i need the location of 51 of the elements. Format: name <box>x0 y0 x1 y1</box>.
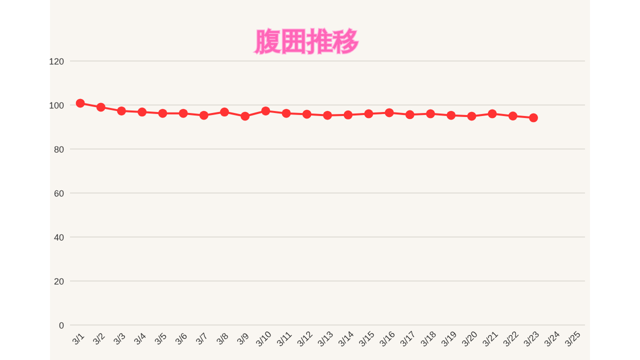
x-tick-label: 3/2 <box>90 330 107 347</box>
point <box>178 108 188 118</box>
x-tick-label: 3/5 <box>152 330 169 347</box>
point <box>384 108 394 118</box>
x-tick-label: 3/6 <box>173 330 190 347</box>
point <box>138 108 147 117</box>
x-tick-label: 3/21 <box>480 329 500 349</box>
x-tick-label: 3/13 <box>316 329 336 349</box>
x-tick-label: 3/20 <box>460 329 480 349</box>
point <box>96 102 106 112</box>
x-tick-label: 3/9 <box>235 330 251 347</box>
point <box>344 110 353 120</box>
y-tick-label: 100 <box>48 100 64 110</box>
point <box>364 109 374 118</box>
point <box>323 110 332 120</box>
point <box>282 108 291 118</box>
x-tick-label: 3/7 <box>194 330 210 347</box>
x-tick-label: 3/23 <box>522 329 542 349</box>
x-tick-label: 3/16 <box>377 329 397 349</box>
y-tick-label: 60 <box>54 188 64 198</box>
point <box>488 109 497 118</box>
point <box>302 110 312 119</box>
point <box>76 98 85 108</box>
point <box>158 108 168 118</box>
x-tick-label: 3/4 <box>132 330 148 347</box>
chart-title: 腹囲推移 <box>254 26 359 56</box>
point <box>426 109 435 118</box>
y-tick-label: 80 <box>54 144 64 154</box>
point <box>261 106 270 116</box>
x-tick-label: 3/8 <box>214 330 230 347</box>
x-tick-label: 3/11 <box>274 329 294 348</box>
point <box>446 110 456 120</box>
x-tick-label: 3/22 <box>501 329 521 349</box>
point <box>467 112 476 121</box>
x-tick-label: 3/18 <box>418 329 438 349</box>
point <box>240 112 250 121</box>
x-tick-label: 3/12 <box>295 329 315 349</box>
y-tick-label: 120 <box>48 56 64 66</box>
x-tick-label: 3/1 <box>70 330 86 347</box>
point <box>529 113 538 122</box>
point <box>508 112 518 120</box>
x-tick-label: 3/3 <box>111 330 128 347</box>
point <box>405 110 414 120</box>
point <box>220 108 229 117</box>
y-tick-label: 0 <box>58 320 64 330</box>
x-tick-label: 3/19 <box>439 329 459 349</box>
point <box>117 106 126 116</box>
y-tick-label: 20 <box>54 276 64 286</box>
x-tick-label: 3/10 <box>254 329 274 349</box>
y-tick-label: 40 <box>54 232 64 242</box>
point <box>199 110 208 120</box>
